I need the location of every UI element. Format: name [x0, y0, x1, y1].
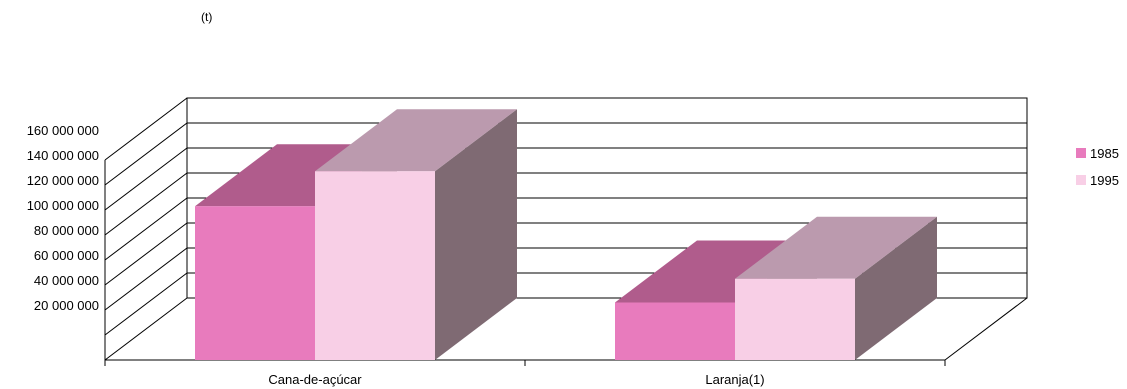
bar-1995-laranja — [735, 216, 937, 360]
bar-1995-cana — [315, 109, 517, 360]
bar-side-face — [855, 216, 937, 360]
left-wall-gridline — [104, 272, 188, 336]
legend-swatch — [1076, 175, 1086, 185]
left-wall-gridline — [104, 297, 188, 361]
y-axis-unit-label: (t) — [201, 10, 212, 24]
floor-right-edge — [944, 297, 1028, 361]
y-tick-label: 20 000 000 — [34, 298, 99, 313]
bar-top-face — [315, 109, 517, 172]
y-tick-label: 120 000 000 — [27, 173, 99, 188]
y-axis-tick-labels: 20 000 000 40 000 000 60 000 000 80 000 000… — [27, 123, 99, 313]
legend-swatch — [1076, 148, 1086, 158]
left-wall-gridline — [104, 122, 188, 186]
legend-label: 1985 — [1090, 146, 1119, 161]
y-tick-label: 80 000 000 — [34, 223, 99, 238]
y-tick-label: 140 000 000 — [27, 148, 99, 163]
left-wall-gridline — [104, 147, 188, 211]
bar-top-face — [735, 216, 937, 279]
x-category-label: Cana-de-açúcar — [268, 372, 362, 387]
y-tick-label: 160 000 000 — [27, 123, 99, 138]
x-category-label: Laranja(1) — [705, 372, 764, 387]
left-wall-gridline — [104, 247, 188, 311]
bar-front-face — [315, 171, 435, 360]
legend-label: 1995 — [1090, 173, 1119, 188]
y-tick-label: 60 000 000 — [34, 248, 99, 263]
y-tick-label: 100 000 000 — [27, 198, 99, 213]
left-wall-gridline — [104, 197, 188, 261]
y-tick-label: 40 000 000 — [34, 273, 99, 288]
bars — [195, 109, 937, 360]
x-axis-category-labels: Cana-de-açúcar Laranja(1) — [268, 372, 764, 387]
bar-side-face — [435, 109, 517, 360]
legend: 1985 1995 — [1076, 146, 1119, 188]
left-wall-gridline — [104, 172, 188, 236]
bar-front-face — [195, 206, 315, 360]
left-wall-gridline — [104, 222, 188, 286]
bar-front-face — [615, 302, 735, 360]
left-wall-gridline — [104, 97, 188, 161]
bar-front-face — [735, 278, 855, 360]
left-wall — [104, 97, 188, 361]
